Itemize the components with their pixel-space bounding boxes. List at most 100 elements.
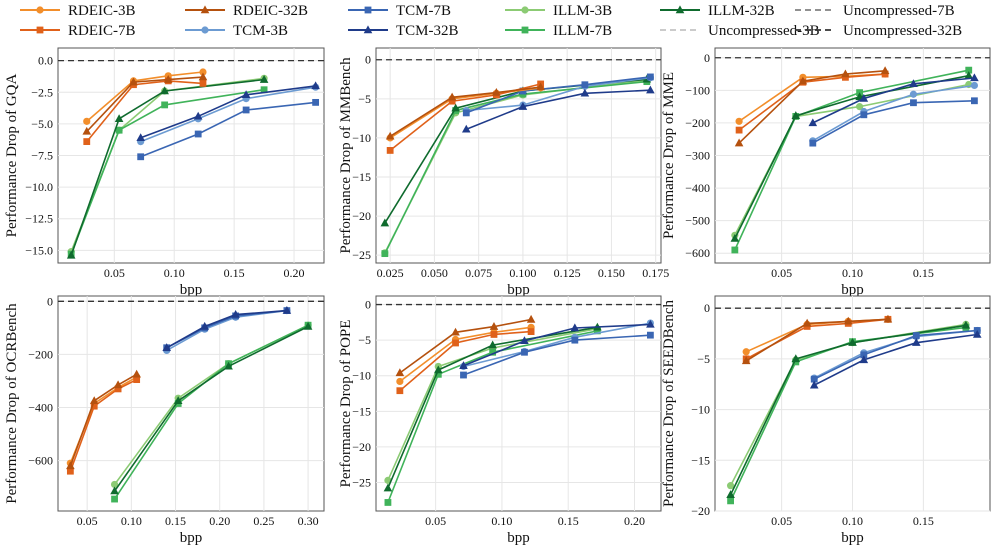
series-rdeic-32b xyxy=(734,66,890,147)
data-point xyxy=(848,338,857,346)
y-tick-label: −25 xyxy=(352,248,371,262)
series-line xyxy=(140,101,316,158)
series-line xyxy=(70,88,265,255)
y-tick-label: 0 xyxy=(365,298,371,312)
data-point xyxy=(132,369,141,378)
series-line xyxy=(86,71,204,123)
legend-label: TCM-32B xyxy=(396,23,459,39)
x-tick-label: 0.20 xyxy=(284,266,305,280)
series-line xyxy=(86,76,204,133)
y-tick-label: 0 xyxy=(47,294,53,308)
data-point xyxy=(114,114,124,123)
legend: RDEIC-3B RDEIC-32B TCM-7B ILLM-3B ILLM-32B Un… xyxy=(20,3,962,39)
data-point xyxy=(396,387,404,395)
legend-marker xyxy=(36,6,44,14)
x-tick-label: 0.050 xyxy=(421,266,448,280)
series-line xyxy=(466,89,651,131)
legend-entry-tcm-3b: TCM-3B xyxy=(185,23,288,39)
legend-label: TCM-7B xyxy=(396,3,451,19)
legend-marker xyxy=(675,5,685,14)
y-tick-label: 0 xyxy=(704,51,710,65)
data-point xyxy=(911,338,921,346)
data-point xyxy=(459,361,468,369)
data-point xyxy=(111,495,118,503)
data-point xyxy=(536,82,545,91)
data-point xyxy=(90,402,98,410)
chart-panels: 0.05 0.10 0.15 0.20 0.0 −2.5 −5.0 −7.5 −10.0 −12.… xyxy=(4,47,991,546)
data-point xyxy=(451,327,460,336)
y-axis-label: Performance Drop of POPE xyxy=(338,320,354,488)
panel-performance-drop-of-seedbench: 0.05 0.10 0.15 0 −5 −10 −15 −20 bpp Performance D… xyxy=(661,295,991,546)
x-tick-label: 0.05 xyxy=(77,514,98,528)
data-point xyxy=(741,356,751,365)
series-line xyxy=(812,77,975,124)
data-point xyxy=(448,97,456,105)
series-line xyxy=(745,318,888,362)
series-tcm-32b xyxy=(136,81,320,141)
x-tick-label: 0.10 xyxy=(164,266,185,280)
legend-label: RDEIC-7B xyxy=(68,23,136,39)
y-tick-label: −10 xyxy=(352,369,371,383)
series-rdeic-7b xyxy=(66,376,141,475)
y-tick-label: −15 xyxy=(352,170,371,184)
legend-label: RDEIC-32B xyxy=(233,3,308,19)
series-tcm-32b xyxy=(162,305,292,351)
y-tick-label: −5 xyxy=(697,352,710,366)
panel-performance-drop-of-pope: 0.05 0.10 0.15 0.20 0 −5 −10 −15 −20 −25 bpp Perfor… xyxy=(338,295,662,546)
data-point xyxy=(460,371,467,379)
data-point xyxy=(451,103,460,112)
legend-entry-illm-3b: ILLM-3B xyxy=(505,3,612,19)
y-tick-label: −25 xyxy=(352,476,371,490)
data-point xyxy=(110,486,119,495)
data-point xyxy=(303,321,313,330)
data-point xyxy=(282,305,292,314)
data-point xyxy=(434,370,442,378)
data-point xyxy=(860,111,868,119)
data-point xyxy=(519,87,527,95)
y-tick-label: −400 xyxy=(685,181,710,195)
x-axis-label: bpp xyxy=(841,282,864,298)
legend-entry-rdeic-7b: RDEIC-7B xyxy=(20,23,136,39)
data-point xyxy=(380,218,390,227)
data-point xyxy=(910,99,917,107)
series-line xyxy=(389,86,541,137)
panel-performance-drop-of-mmbench: 0.025 0.050 0.075 0.100 0.125 0.150 0.175 0 −5 −1… xyxy=(338,47,669,298)
series-line xyxy=(387,330,598,503)
data-point xyxy=(810,375,818,383)
x-tick-label: 0.15 xyxy=(913,266,934,280)
data-point xyxy=(194,130,202,138)
data-point xyxy=(526,314,536,323)
series-tcm-32b xyxy=(461,85,655,133)
data-point xyxy=(841,69,850,78)
legend-marker xyxy=(36,26,44,34)
data-point xyxy=(912,332,920,339)
series-illm-32b xyxy=(110,321,313,495)
data-point xyxy=(488,340,497,349)
x-tick-label: 0.15 xyxy=(224,266,245,280)
y-tick-label: −20 xyxy=(691,504,710,518)
data-point xyxy=(580,88,590,97)
series-line xyxy=(738,73,886,131)
data-point xyxy=(137,153,145,161)
series-rdeic-7b xyxy=(396,328,535,395)
series-line xyxy=(113,325,309,492)
data-point xyxy=(571,336,579,344)
data-point xyxy=(961,320,971,329)
data-point xyxy=(808,118,818,127)
y-tick-label: −200 xyxy=(28,347,53,361)
x-tick-label: 0.100 xyxy=(509,266,536,280)
series-line xyxy=(399,318,532,374)
x-tick-label: 0.15 xyxy=(165,514,186,528)
data-point xyxy=(381,250,389,258)
y-tick-label: −7.5 xyxy=(31,149,53,163)
y-tick-label: 0 xyxy=(704,301,710,315)
legend-entry-uncompressed-3b: Uncompressed-3B xyxy=(660,23,820,39)
data-point xyxy=(383,483,393,492)
data-point xyxy=(527,328,535,335)
y-tick-label: −5.0 xyxy=(31,117,53,131)
data-point xyxy=(312,98,320,106)
data-point xyxy=(860,351,868,359)
data-point xyxy=(113,380,123,389)
data-point xyxy=(161,101,169,109)
y-tick-label: −15.0 xyxy=(25,243,53,257)
